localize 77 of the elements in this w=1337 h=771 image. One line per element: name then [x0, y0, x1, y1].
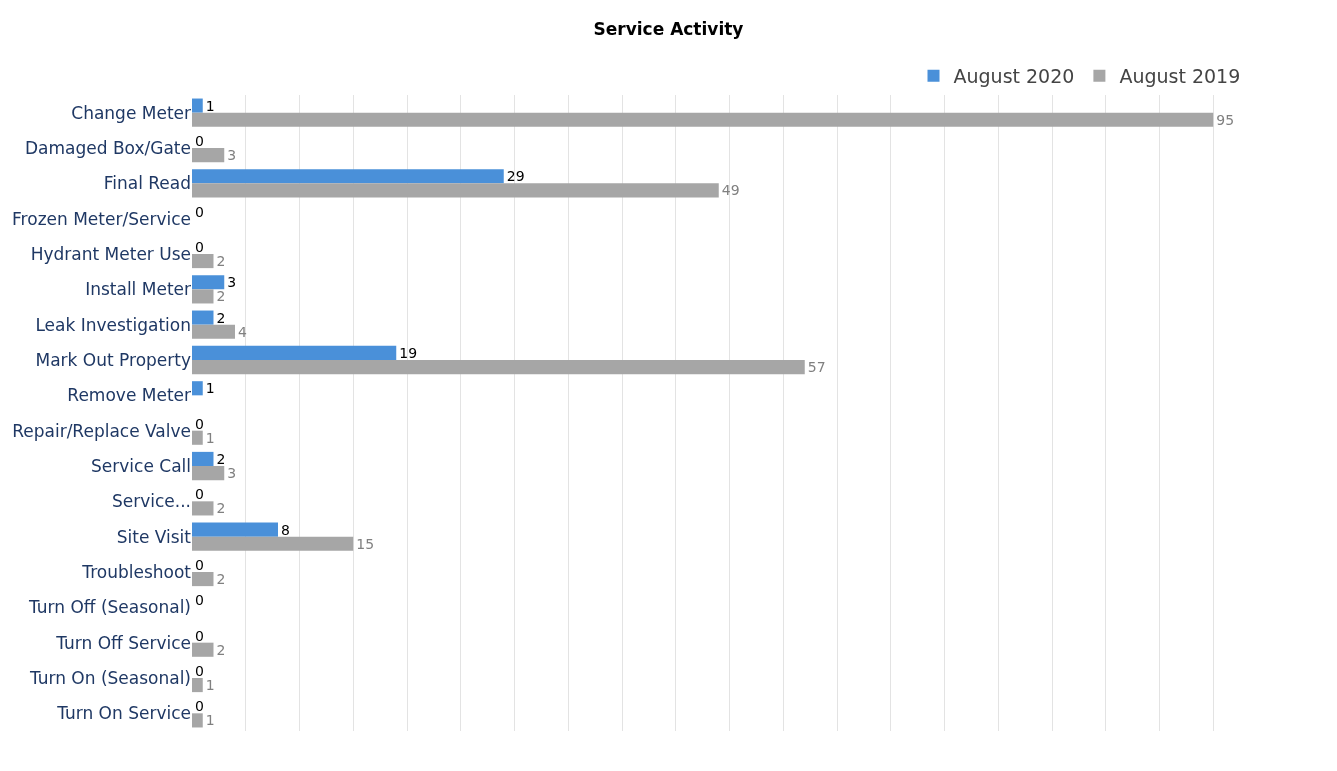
bar — [192, 148, 225, 163]
data-label: 2 — [216, 641, 226, 658]
y-tick-label: Turn Off Service — [55, 632, 191, 653]
legend-label: August 2020 — [953, 65, 1075, 88]
data-label: 2 — [216, 500, 226, 517]
y-tick-label: Leak Investigation — [35, 314, 191, 335]
chart-title: Service Activity — [593, 19, 744, 40]
data-label: 29 — [506, 168, 525, 185]
data-label: 2 — [216, 309, 226, 326]
y-tick-label: Hydrant Meter Use — [30, 243, 191, 264]
data-label: 0 — [195, 486, 204, 503]
data-label: 0 — [195, 627, 204, 644]
data-label: 0 — [195, 698, 204, 715]
y-tick-label: Troubleshoot — [81, 561, 192, 582]
bar — [192, 275, 225, 290]
bar — [192, 678, 203, 693]
data-label: 49 — [721, 182, 740, 199]
data-label: 0 — [195, 132, 204, 149]
data-label: 3 — [227, 465, 237, 482]
bar — [192, 381, 203, 396]
bar — [192, 522, 278, 537]
y-tick-label: Mark Out Property — [35, 349, 191, 370]
data-label: 57 — [807, 359, 826, 376]
data-label: 19 — [399, 344, 418, 361]
data-label: 0 — [195, 662, 204, 679]
data-label: 0 — [195, 556, 204, 573]
bar — [192, 451, 214, 466]
bar — [192, 572, 214, 587]
y-tick-label: Install Meter — [85, 279, 191, 300]
y-tick-label: Turn Off (Seasonal) — [27, 597, 191, 618]
data-label: 0 — [195, 592, 204, 609]
data-label: 2 — [216, 571, 226, 588]
bar — [192, 466, 225, 481]
bar — [192, 183, 719, 198]
data-label: 0 — [195, 203, 204, 220]
y-tick-label: Turn On (Seasonal) — [28, 667, 191, 688]
bar — [192, 310, 214, 325]
data-label: 2 — [216, 288, 226, 305]
data-label: 3 — [227, 274, 237, 291]
data-label: 8 — [281, 521, 290, 538]
bar — [192, 345, 397, 360]
y-tick-label: Remove Meter — [67, 385, 191, 406]
bar — [192, 324, 235, 339]
y-tick-label: Service Call — [91, 455, 191, 476]
y-tick-label: Repair/Replace Valve — [12, 420, 191, 441]
data-label: 1 — [205, 97, 215, 114]
data-label: 4 — [238, 323, 247, 340]
data-label: 0 — [195, 415, 204, 432]
data-label: 0 — [195, 238, 204, 255]
data-label: 3 — [227, 147, 237, 164]
bar — [192, 289, 214, 304]
bar — [192, 430, 203, 445]
bar — [192, 536, 354, 551]
y-tick-label: Turn On Service — [56, 703, 191, 724]
data-label: 1 — [205, 429, 215, 446]
y-tick-label: Service... — [111, 491, 191, 512]
y-tick-label: Site Visit — [116, 526, 192, 547]
data-label: 2 — [216, 450, 226, 467]
bar — [192, 169, 504, 184]
bar — [192, 112, 1214, 127]
bar — [192, 360, 805, 375]
y-tick-label: Frozen Meter/Service — [12, 208, 191, 229]
legend-label: August 2019 — [1119, 65, 1241, 88]
bar — [192, 98, 203, 113]
data-label: 1 — [205, 712, 215, 729]
data-label: 1 — [205, 380, 215, 397]
data-label: 15 — [356, 535, 375, 552]
data-label: 2 — [216, 253, 226, 270]
y-tick-label: Damaged Box/Gate — [25, 137, 191, 158]
y-tick-label: Change Meter — [71, 102, 192, 123]
y-tick-label: Final Read — [103, 173, 191, 194]
data-label: 1 — [205, 677, 215, 694]
bar — [192, 713, 203, 728]
bar — [192, 501, 214, 516]
bar — [192, 642, 214, 657]
bar — [192, 254, 214, 269]
data-label: 95 — [1216, 111, 1235, 128]
